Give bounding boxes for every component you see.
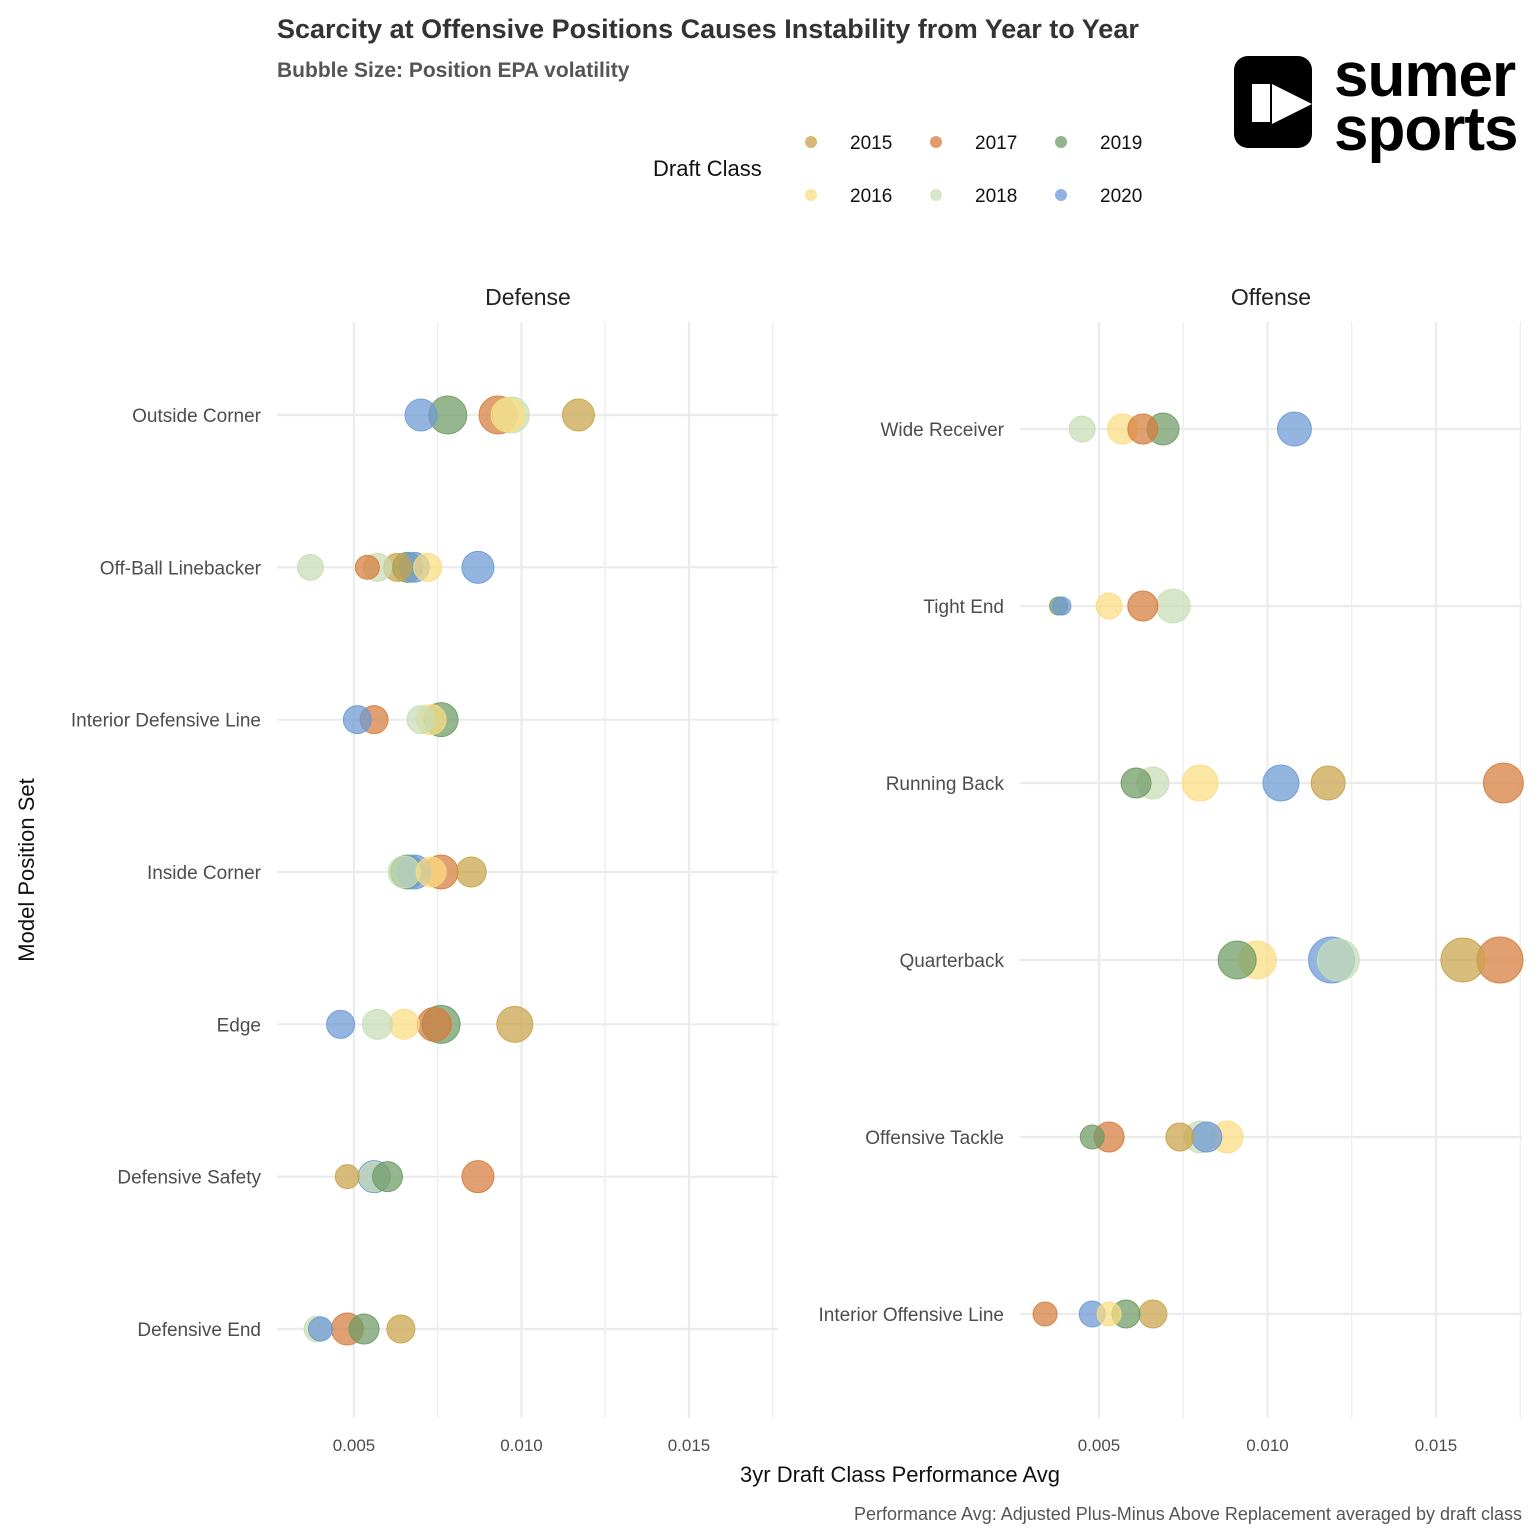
bubble-point bbox=[348, 1313, 380, 1345]
legend-swatch bbox=[1055, 136, 1067, 148]
y-tick-label: Tight End bbox=[923, 597, 1004, 618]
y-tick-label: Quarterback bbox=[899, 951, 1004, 972]
bubble-point bbox=[1217, 940, 1257, 980]
bubble-point bbox=[326, 1009, 356, 1039]
logo-word-1: sumer bbox=[1334, 41, 1516, 110]
sumer-sports-logo: sumer sports bbox=[1234, 41, 1518, 164]
bubble-point bbox=[1262, 764, 1300, 802]
y-tick-label: Edge bbox=[217, 1015, 261, 1036]
bubble-point bbox=[404, 398, 438, 432]
chart-caption: Performance Avg: Adjusted Plus-Minus Abo… bbox=[854, 1504, 1522, 1524]
legend-label: 2019 bbox=[1100, 133, 1142, 154]
legend-swatch bbox=[930, 136, 942, 148]
x-tick-label: 0.015 bbox=[668, 1436, 711, 1455]
bubble-point bbox=[1052, 596, 1072, 616]
bubble-point bbox=[1482, 762, 1524, 804]
bubble-point bbox=[1120, 767, 1152, 799]
bubble-point bbox=[561, 398, 595, 432]
y-tick-label: Offensive Tackle bbox=[865, 1128, 1004, 1149]
y-tick-label: Defensive Safety bbox=[117, 1168, 261, 1189]
bubble-point bbox=[386, 1314, 416, 1344]
x-tick-label: 0.015 bbox=[1415, 1436, 1458, 1455]
chart-subtitle: Bubble Size: Position EPA volatility bbox=[277, 59, 630, 82]
bubble-point bbox=[372, 1161, 403, 1193]
y-tick-label: Defensive End bbox=[137, 1320, 261, 1341]
bubble-point bbox=[415, 856, 447, 888]
logo-mark-icon bbox=[1234, 56, 1312, 148]
logo-word-2: sports bbox=[1334, 95, 1517, 164]
y-tick-label: Wide Receiver bbox=[880, 420, 1004, 441]
bubble-point bbox=[496, 1005, 534, 1043]
legend-swatch bbox=[805, 136, 817, 148]
bubble-point bbox=[1276, 411, 1312, 447]
legend-label: 2018 bbox=[975, 186, 1017, 207]
bubble-point bbox=[1096, 1301, 1122, 1327]
bubble-point bbox=[308, 1316, 333, 1342]
bubble-point bbox=[1095, 592, 1123, 620]
bubble-point bbox=[406, 705, 436, 735]
y-tick-label: Interior Defensive Line bbox=[71, 711, 261, 732]
panels: 0.005 0.010 0.015 Defense Outside Corner Off-… bbox=[71, 284, 1524, 1455]
bubble-point bbox=[490, 397, 526, 433]
x-tick-label: 0.010 bbox=[500, 1436, 543, 1455]
bubble-point bbox=[461, 1160, 495, 1194]
legend-label: 2017 bbox=[975, 133, 1017, 154]
bubble-point bbox=[1165, 1122, 1195, 1152]
bubble-point bbox=[296, 553, 324, 581]
panel-offense: 0.005 0.010 0.015 Offense Wide Receiver Tight… bbox=[818, 284, 1524, 1455]
bubble-point bbox=[1316, 938, 1360, 982]
bubble-point bbox=[1138, 1299, 1168, 1329]
bubble-point bbox=[1127, 413, 1159, 445]
bubble-point bbox=[1181, 764, 1219, 802]
legend-item: 2017 bbox=[930, 133, 1017, 154]
legend-swatch bbox=[930, 189, 942, 201]
bubble-point bbox=[413, 552, 443, 582]
bubble-point bbox=[416, 1006, 452, 1042]
x-tick-label: 0.010 bbox=[1246, 1436, 1289, 1455]
bubble-point bbox=[455, 856, 487, 888]
facet-label: Defense bbox=[485, 284, 571, 310]
legend-item: 2019 bbox=[1055, 133, 1142, 154]
bubble-point bbox=[361, 1008, 393, 1040]
legend-item: 2015 bbox=[805, 133, 892, 154]
legend-swatch bbox=[1055, 189, 1067, 201]
legend-label: 2016 bbox=[850, 186, 892, 207]
legend-swatch bbox=[805, 189, 817, 201]
x-axis-label: 3yr Draft Class Performance Avg bbox=[740, 1462, 1060, 1487]
legend-item: 2020 bbox=[1055, 186, 1142, 207]
bubble-point bbox=[1127, 590, 1159, 622]
x-tick-label: 0.005 bbox=[1078, 1436, 1121, 1455]
bubble-point bbox=[1079, 1124, 1105, 1150]
facet-label: Offense bbox=[1231, 284, 1311, 310]
bubble-point bbox=[387, 855, 421, 889]
legend: Draft Class 2015 2016 2017 2018 2019 2020 bbox=[653, 133, 1142, 207]
bubble-point bbox=[334, 1164, 360, 1190]
panel-defense: 0.005 0.010 0.015 Defense Outside Corner Off-… bbox=[71, 284, 778, 1455]
legend-label: 2020 bbox=[1100, 186, 1142, 207]
bubble-point bbox=[461, 550, 495, 584]
bubble-point bbox=[1310, 765, 1346, 801]
bubble-point bbox=[1155, 588, 1191, 624]
bubble-point bbox=[1191, 1121, 1223, 1153]
bubble-point bbox=[388, 1008, 420, 1040]
legend-title: Draft Class bbox=[653, 156, 762, 181]
x-tick-label: 0.005 bbox=[333, 1436, 376, 1455]
bubble-point bbox=[1032, 1301, 1058, 1327]
y-tick-label: Outside Corner bbox=[132, 406, 262, 427]
y-tick-label: Off-Ball Linebacker bbox=[100, 558, 262, 579]
y-tick-label: Interior Offensive Line bbox=[818, 1305, 1004, 1326]
bubble-point bbox=[1440, 937, 1486, 983]
y-tick-label: Running Back bbox=[886, 774, 1005, 795]
bubble-point bbox=[1068, 415, 1096, 443]
y-axis-label: Model Position Set bbox=[14, 778, 39, 961]
legend-label: 2015 bbox=[850, 133, 892, 154]
bubble-point bbox=[342, 705, 372, 735]
legend-item: 2018 bbox=[930, 186, 1017, 207]
y-tick-label: Inside Corner bbox=[147, 863, 262, 884]
legend-item: 2016 bbox=[805, 186, 892, 207]
bubble-point bbox=[354, 554, 380, 580]
chart-title: Scarcity at Offensive Positions Causes I… bbox=[277, 14, 1139, 44]
